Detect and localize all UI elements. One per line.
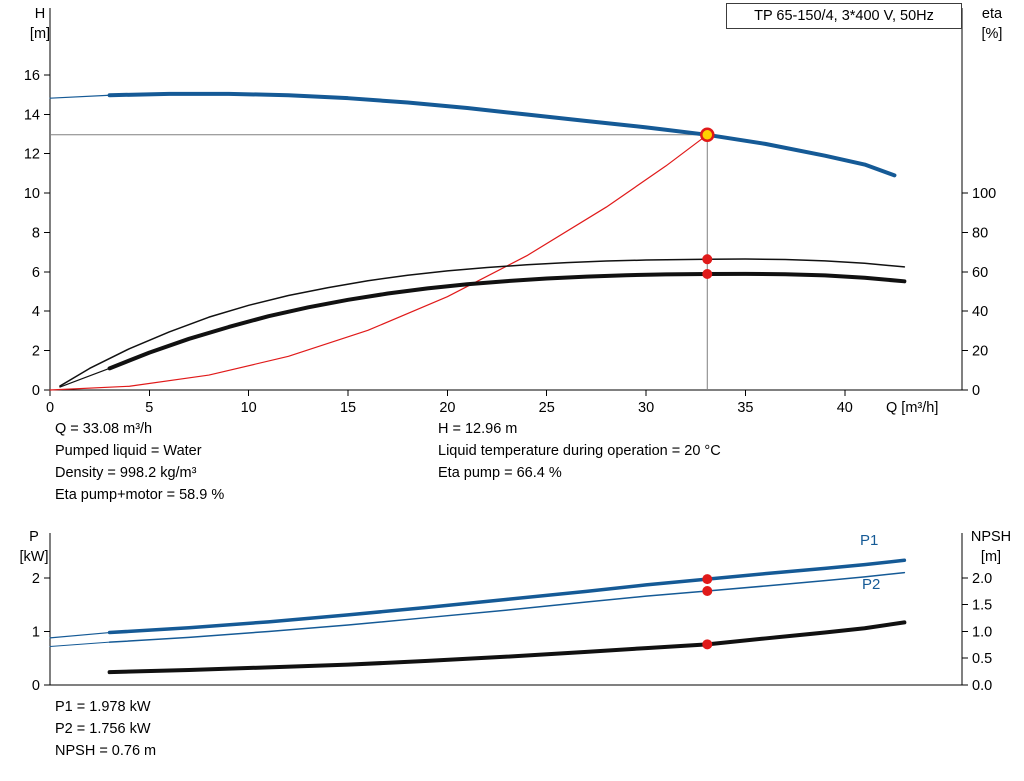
annotation-npsh: NPSH = 0.76 m xyxy=(55,743,157,759)
series-system-curve xyxy=(49,134,708,391)
p-axis-unit: [kW] xyxy=(19,549,49,565)
svg-text:15: 15 xyxy=(340,400,356,416)
eta-pump-point xyxy=(702,254,713,265)
svg-text:1.0: 1.0 xyxy=(972,624,992,640)
svg-text:12: 12 xyxy=(24,147,40,163)
svg-text:40: 40 xyxy=(972,304,988,320)
svg-text:Q [m³/h]: Q [m³/h] xyxy=(886,400,938,416)
svg-text:60: 60 xyxy=(972,265,988,281)
h-axis-label: H xyxy=(34,6,46,22)
series-eta-pump xyxy=(59,258,906,387)
svg-text:10: 10 xyxy=(241,400,257,416)
svg-text:20: 20 xyxy=(972,344,988,360)
npsh-axis-label: NPSH xyxy=(970,529,1012,545)
svg-text:5: 5 xyxy=(145,400,153,416)
p-axis-label: P xyxy=(29,529,39,545)
h-axis-corner-label: H [m] xyxy=(18,4,62,44)
svg-text:0: 0 xyxy=(32,678,40,694)
npsh-axis-unit: [m] xyxy=(980,549,1002,565)
svg-text:2: 2 xyxy=(32,344,40,360)
svg-text:8: 8 xyxy=(32,225,40,241)
svg-text:16: 16 xyxy=(24,68,40,84)
hq-chart: 0 5 10 15 20 25 30 35 40 Q [m³/h] 0 2 4 6 8 10 12 14 16 0 20… xyxy=(24,8,996,416)
series-P2-lead xyxy=(49,641,111,647)
annotation-liquid-temperature: Liquid temperature during operation = 20… xyxy=(438,443,721,459)
svg-text:0: 0 xyxy=(32,383,40,399)
annotation-pumped-liquid: Pumped liquid = Water xyxy=(55,443,202,459)
eta-axis-corner-label: eta [%] xyxy=(966,4,1018,44)
eta-axis-unit: [%] xyxy=(981,26,1003,42)
svg-text:100: 100 xyxy=(972,186,996,202)
pump-type-box: TP 65-150/4, 3*400 V, 50Hz xyxy=(726,3,962,29)
series-P1-lead xyxy=(49,631,111,639)
npsh-point xyxy=(702,639,713,650)
svg-text:25: 25 xyxy=(539,400,555,416)
duty-point xyxy=(700,127,715,143)
svg-text:10: 10 xyxy=(24,186,40,202)
svg-text:30: 30 xyxy=(638,400,654,416)
p1-point xyxy=(702,574,713,585)
power-npsh-chart: 0 1 2 0.0 0.5 1.0 1.5 2.0 xyxy=(32,533,992,694)
svg-text:0.0: 0.0 xyxy=(972,678,992,694)
annotation-density: Density = 998.2 kg/m³ xyxy=(55,465,197,481)
p1-series-label: P1 xyxy=(860,532,879,549)
annotation-eta-pump: Eta pump = 66.4 % xyxy=(438,465,562,481)
series-head-curve xyxy=(107,91,897,178)
series-P2 xyxy=(108,571,906,643)
p-axis-corner-label: P [kW] xyxy=(12,527,56,567)
series-head-curve-lead xyxy=(49,94,111,99)
svg-text:0: 0 xyxy=(972,383,980,399)
svg-text:4: 4 xyxy=(32,304,40,320)
svg-text:40: 40 xyxy=(837,400,853,416)
svg-text:6: 6 xyxy=(32,265,40,281)
svg-text:1: 1 xyxy=(32,624,40,640)
svg-text:0.5: 0.5 xyxy=(972,651,992,667)
p2-series-label: P2 xyxy=(862,576,881,593)
series-eta-pump-motor xyxy=(107,271,907,371)
svg-text:1.5: 1.5 xyxy=(972,598,992,614)
npsh-axis-corner-label: NPSH [m] xyxy=(962,527,1020,567)
h-axis-unit: [m] xyxy=(29,26,51,42)
svg-text:0: 0 xyxy=(46,400,54,416)
series-NPSH xyxy=(107,620,907,675)
annotation-q: Q = 33.08 m³/h xyxy=(55,421,153,437)
p2-point xyxy=(702,586,713,597)
annotation-p1: P1 = 1.978 kW xyxy=(55,699,151,715)
power-npsh-chart-axes xyxy=(44,533,968,686)
eta-pump-motor-point xyxy=(702,269,713,280)
svg-text:20: 20 xyxy=(439,400,455,416)
svg-text:80: 80 xyxy=(972,225,988,241)
hq-chart-axes xyxy=(44,8,968,396)
annotation-p2: P2 = 1.756 kW xyxy=(55,721,151,737)
eta-axis-label: eta xyxy=(981,6,1003,22)
annotation-h: H = 12.96 m xyxy=(438,421,518,437)
svg-text:2.0: 2.0 xyxy=(972,571,992,587)
svg-text:14: 14 xyxy=(24,107,40,123)
svg-text:35: 35 xyxy=(737,400,753,416)
svg-text:2: 2 xyxy=(32,571,40,587)
annotation-eta-pump-motor: Eta pump+motor = 58.9 % xyxy=(55,487,225,503)
series-P1 xyxy=(107,558,907,635)
series-eta-pump-motor-lead xyxy=(59,367,111,388)
